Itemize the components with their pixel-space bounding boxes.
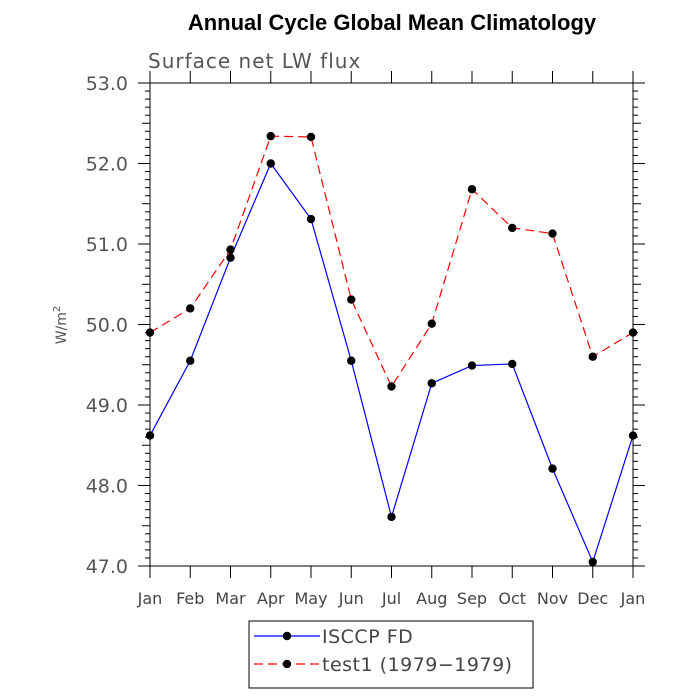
data-point [186, 304, 195, 313]
data-point [347, 295, 356, 304]
x-tick-label: Jul [381, 589, 401, 608]
y-tick-label: 51.0 [86, 234, 128, 256]
series-1 [145, 159, 638, 567]
data-point [508, 223, 517, 233]
minor-ticks [142, 90, 641, 559]
data-point [628, 328, 638, 337]
y-tick-label: 49.0 [86, 395, 128, 417]
data-point [628, 431, 638, 440]
data-point [467, 185, 477, 194]
x-tick-label: Jun [338, 589, 364, 608]
chart-subtitle: Surface net LW flux [148, 49, 361, 73]
data-point [588, 352, 597, 361]
data-point [306, 132, 316, 142]
data-point [266, 159, 275, 168]
x-tick-label: Jan [620, 589, 646, 608]
data-point [347, 356, 356, 365]
legend-marker [282, 631, 292, 641]
x-tick-label: Feb [176, 589, 204, 608]
x-tick-label: May [294, 589, 327, 608]
data-point [548, 464, 557, 473]
data-point [508, 359, 517, 369]
data-point [467, 361, 477, 370]
data-point [145, 328, 155, 337]
data-point [226, 253, 235, 262]
legend-marker [282, 659, 292, 669]
major-ticks [138, 71, 645, 578]
y-tick-label: 52.0 [86, 154, 128, 176]
y-tick-label: 53.0 [86, 73, 128, 95]
chart-title: Annual Cycle Global Mean Climatology [188, 10, 597, 35]
legend: ISCCP FD test1 (1979−1979) [248, 620, 534, 689]
x-tick-label: Dec [577, 589, 608, 608]
data-point [306, 214, 316, 224]
plot-frame [149, 82, 634, 567]
y-tick-label: 50.0 [86, 315, 128, 337]
data-point [145, 431, 155, 440]
x-tick-labels: Jan Feb Mar Apr May Jun Jul Aug Sep Oct Nov Dec Jan [137, 589, 646, 608]
series-line [149, 162, 634, 564]
x-tick-label: Sep [457, 589, 487, 608]
data-point [387, 512, 396, 522]
x-tick-label: Nov [537, 589, 568, 608]
data-point [427, 379, 436, 388]
x-tick-label: Jan [137, 589, 163, 608]
x-tick-label: Oct [498, 589, 526, 608]
x-tick-label: Mar [215, 589, 246, 608]
series-2 [145, 131, 638, 391]
legend-entry: ISCCP FD [254, 626, 413, 648]
y-tick-labels: 47.0 48.0 49.0 50.0 51.0 52.0 53.0 [86, 73, 128, 578]
data-point [387, 382, 396, 391]
legend-entry: test1 (1979−1979) [254, 654, 513, 676]
data-point [226, 245, 235, 254]
data-point [186, 356, 195, 365]
y-tick-label: 47.0 [86, 556, 128, 578]
series-layer [145, 131, 638, 567]
series-line [149, 135, 634, 388]
y-axis-label: W/m2 [52, 306, 70, 345]
data-point [588, 557, 597, 567]
data-point [548, 229, 557, 238]
legend-label: ISCCP FD [322, 626, 413, 648]
data-point [427, 319, 436, 328]
x-tick-label: Aug [416, 589, 447, 608]
x-tick-label: Apr [257, 589, 285, 608]
legend-box [248, 620, 534, 689]
y-tick-label: 48.0 [86, 476, 128, 498]
legend-label: test1 (1979−1979) [322, 654, 513, 676]
data-point [266, 131, 275, 141]
